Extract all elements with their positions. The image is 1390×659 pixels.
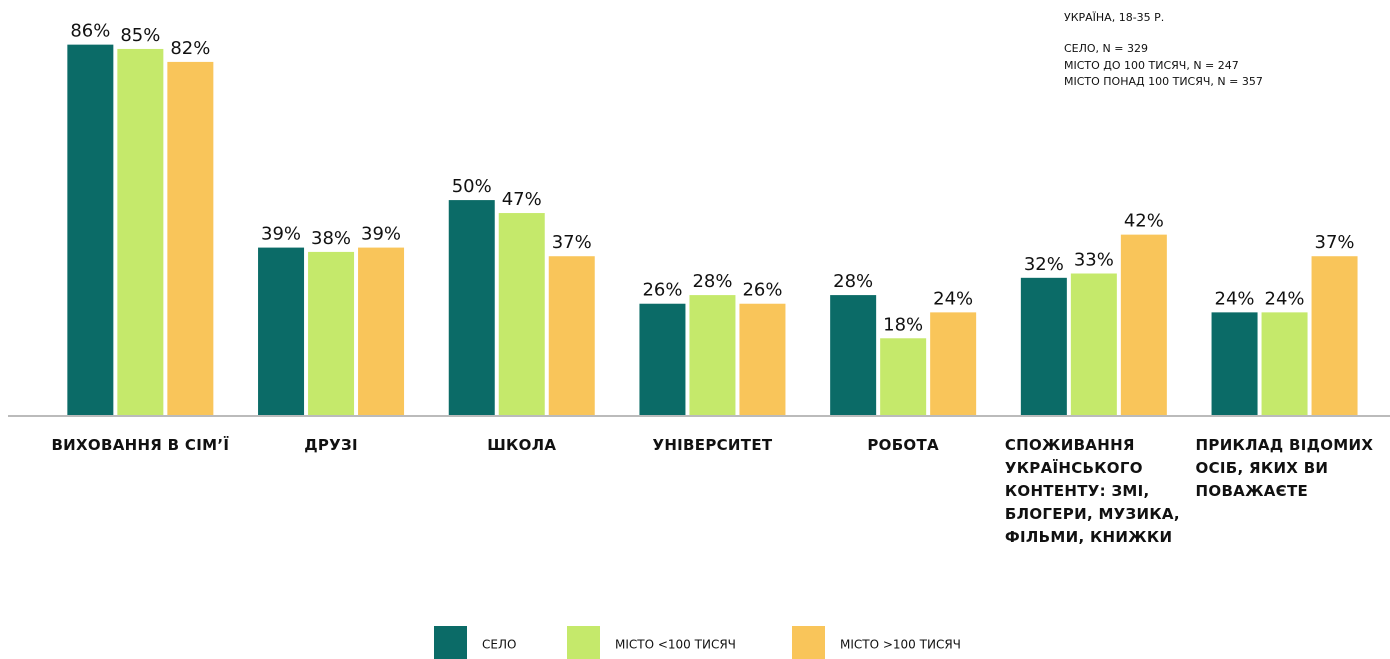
bar — [358, 247, 405, 416]
value-label: 42% — [1124, 211, 1164, 232]
bar — [880, 338, 927, 416]
bar — [1311, 256, 1358, 416]
bar — [117, 48, 164, 417]
bar — [1261, 312, 1308, 416]
value-label: 33% — [1074, 250, 1114, 271]
bar — [67, 44, 114, 417]
category-text: ДРУЗІ — [304, 436, 358, 454]
legend-swatch — [567, 626, 600, 659]
x-tick-label: СПОЖИВАННЯ УКРАЇНСЬКОГО КОНТЕНТУ: ЗМІ, Б… — [999, 434, 1189, 549]
value-label: 26% — [742, 280, 782, 301]
value-label: 86% — [70, 21, 110, 42]
bar — [930, 312, 977, 416]
x-tick-label: ШКОЛА — [427, 434, 617, 457]
value-label: 85% — [120, 25, 160, 46]
bar — [639, 303, 686, 416]
value-label: 37% — [1315, 232, 1355, 253]
bar — [1120, 234, 1167, 416]
bar — [258, 247, 305, 416]
value-label: 82% — [170, 38, 210, 59]
bar — [739, 303, 786, 416]
category-text: ПРИКЛАД ВІДОМИХ ОСІБ, ЯКИХ ВИ ПОВАЖАЄТЕ — [1195, 436, 1374, 500]
value-label: 26% — [642, 280, 682, 301]
category-text: ВИХОВАННЯ В СІМ’Ї — [51, 436, 230, 454]
bar — [830, 295, 877, 416]
bar — [1070, 273, 1117, 416]
annotation: МІСТО ДО 100 ТИСЯЧ, N = 247 — [1064, 59, 1239, 72]
x-tick-label: УНІВЕРСИТЕТ — [617, 434, 807, 457]
bar — [167, 61, 214, 417]
bar — [308, 251, 355, 416]
category-text: СПОЖИВАННЯ УКРАЇНСЬКОГО КОНТЕНТУ: ЗМІ, Б… — [1004, 436, 1180, 546]
value-label: 38% — [311, 228, 351, 249]
value-label: 24% — [1215, 288, 1255, 309]
bar — [1020, 277, 1067, 416]
x-tick-label: РОБОТА — [808, 434, 998, 457]
value-label: 28% — [692, 271, 732, 292]
legend-label: СЕЛО — [482, 638, 516, 652]
value-label: 39% — [261, 224, 301, 245]
x-tick-label: ВИХОВАННЯ В СІМ’Ї — [45, 434, 235, 457]
x-tick-label: ПРИКЛАД ВІДОМИХ ОСІБ, ЯКИХ ВИ ПОВАЖАЄТЕ — [1190, 434, 1380, 503]
legend-swatch — [434, 626, 467, 659]
value-label: 50% — [452, 176, 492, 197]
bar — [448, 200, 495, 416]
category-text: УНІВЕРСИТЕТ — [652, 436, 773, 454]
value-label: 28% — [833, 271, 873, 292]
category-text: ШКОЛА — [487, 436, 557, 454]
bar — [548, 256, 595, 416]
value-label: 24% — [933, 288, 973, 309]
legend-label: МІСТО >100 ТИСЯЧ — [840, 638, 961, 652]
value-label: 18% — [883, 314, 923, 335]
value-label: 39% — [361, 224, 401, 245]
bar — [689, 295, 736, 416]
annotation: СЕЛО, N = 329 — [1064, 42, 1148, 55]
bar — [1211, 312, 1258, 416]
legend-label: МІСТО <100 ТИСЯЧ — [615, 638, 736, 652]
category-text: РОБОТА — [867, 436, 939, 454]
annotation: УКРАЇНА, 18-35 Р. — [1064, 11, 1164, 24]
value-label: 32% — [1024, 254, 1064, 275]
bar — [498, 213, 545, 416]
value-label: 37% — [552, 232, 592, 253]
legend-swatch — [792, 626, 825, 659]
value-label: 24% — [1265, 288, 1305, 309]
annotation: МІСТО ПОНАД 100 ТИСЯЧ, N = 357 — [1064, 75, 1263, 88]
x-tick-label: ДРУЗІ — [236, 434, 426, 457]
value-label: 47% — [502, 189, 542, 210]
